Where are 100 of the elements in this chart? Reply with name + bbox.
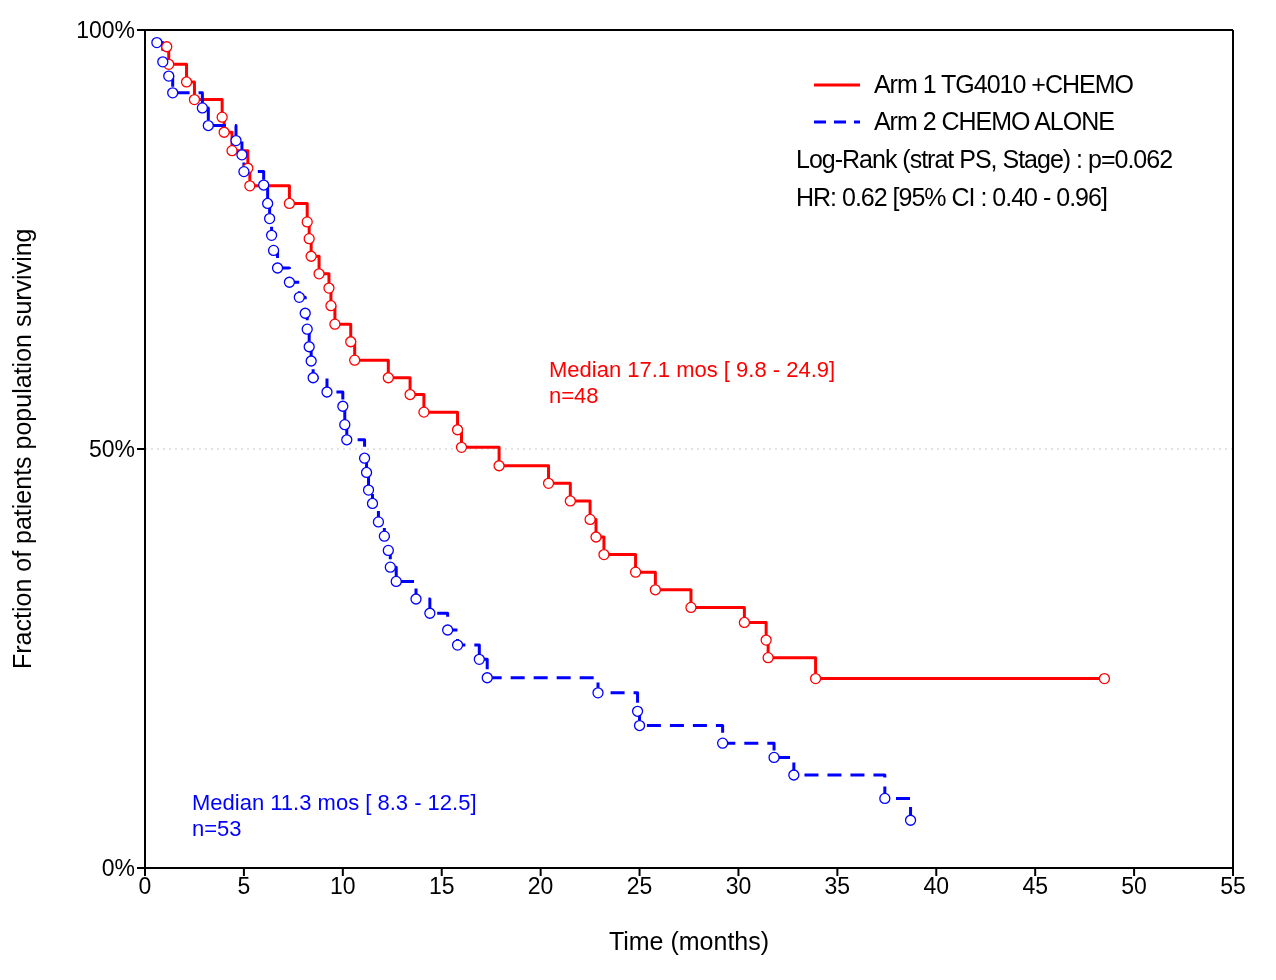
point xyxy=(157,56,169,68)
point xyxy=(424,607,436,619)
point xyxy=(283,197,296,210)
point xyxy=(161,41,173,53)
point xyxy=(372,516,385,528)
point xyxy=(301,323,313,335)
point xyxy=(238,165,250,178)
point xyxy=(299,307,311,319)
point xyxy=(809,672,822,685)
point xyxy=(410,593,422,605)
x-tick-label: 20 xyxy=(527,873,554,900)
point xyxy=(592,687,604,699)
point xyxy=(390,575,402,588)
point xyxy=(442,624,454,636)
point xyxy=(473,653,485,665)
x-tick-label: 25 xyxy=(626,873,653,900)
point xyxy=(163,70,175,82)
y-axis-title: Fraction of patients population surviving xyxy=(7,228,36,669)
annotation: Log-Rank (strat PS, Stage) : p=0.062 xyxy=(796,145,1173,173)
y-tick-label: 100% xyxy=(76,17,135,44)
point xyxy=(358,452,371,464)
point xyxy=(218,126,230,138)
point xyxy=(303,233,315,245)
legend-label: Arm 2 CHEMO ALONE xyxy=(873,107,1114,136)
x-tick-label: 5 xyxy=(237,873,251,900)
point xyxy=(451,424,464,436)
y-tick-label: 50% xyxy=(88,436,135,463)
point xyxy=(305,250,317,262)
point xyxy=(542,477,555,490)
point xyxy=(263,212,276,225)
point xyxy=(267,244,280,257)
point xyxy=(180,76,193,88)
point xyxy=(303,341,315,353)
point xyxy=(244,180,256,192)
x-tick-label: 15 xyxy=(428,873,455,900)
point xyxy=(481,672,493,684)
point xyxy=(321,386,333,398)
point xyxy=(196,102,209,114)
point xyxy=(1098,672,1111,685)
point xyxy=(685,601,697,614)
point xyxy=(716,737,729,749)
point xyxy=(378,530,391,542)
point xyxy=(329,318,341,330)
point xyxy=(879,792,891,805)
point xyxy=(451,639,464,651)
point xyxy=(760,634,772,646)
point xyxy=(283,276,296,288)
point xyxy=(366,497,379,510)
x-tick-label: 30 xyxy=(725,873,752,900)
point xyxy=(455,441,468,453)
point xyxy=(216,111,228,123)
point xyxy=(382,544,394,557)
point xyxy=(360,466,373,479)
point xyxy=(738,616,751,629)
point xyxy=(323,282,335,294)
point xyxy=(313,268,325,280)
point xyxy=(188,93,201,106)
point xyxy=(307,372,319,384)
x-axis-title: Time (months) xyxy=(608,927,770,955)
point xyxy=(904,814,917,826)
annotation: HR: 0.62 [95% CI : 0.40 - 0.96] xyxy=(796,183,1107,211)
x-tick-label: 50 xyxy=(1121,873,1147,900)
point xyxy=(404,388,416,401)
annotation: Median 17.1 mos [ 9.8 - 24.9] n=48 xyxy=(549,357,836,408)
point xyxy=(265,229,278,241)
point xyxy=(258,179,270,191)
point xyxy=(226,145,238,157)
point xyxy=(788,769,800,781)
point xyxy=(337,400,349,412)
annotation: Median 11.3 mos [ 8.3 - 12.5] n=53 xyxy=(192,790,477,841)
x-tick-label: 55 xyxy=(1220,873,1246,900)
point xyxy=(493,460,505,472)
point xyxy=(345,336,357,348)
point xyxy=(382,372,394,384)
point xyxy=(418,406,430,418)
point xyxy=(236,149,248,161)
x-tick-label: 40 xyxy=(923,873,950,900)
point xyxy=(633,719,646,732)
point xyxy=(262,197,274,210)
point xyxy=(339,419,351,431)
point xyxy=(584,513,596,526)
point xyxy=(768,751,780,764)
point xyxy=(762,652,774,664)
x-tick-label: 45 xyxy=(1022,873,1048,900)
point xyxy=(564,495,576,507)
y-tick-label: 0% xyxy=(101,855,135,882)
point xyxy=(271,262,284,274)
point xyxy=(301,216,313,228)
point xyxy=(341,434,353,446)
point xyxy=(384,561,396,573)
point xyxy=(598,548,610,561)
point xyxy=(349,354,361,366)
point xyxy=(167,87,179,99)
point xyxy=(230,134,242,147)
x-tick-label: 0 xyxy=(138,873,152,900)
point xyxy=(293,291,305,303)
legend-label: Arm 1 TG4010 +CHEMO xyxy=(873,70,1133,99)
point xyxy=(151,36,163,49)
point xyxy=(202,119,214,132)
x-tick-label: 35 xyxy=(824,873,851,900)
